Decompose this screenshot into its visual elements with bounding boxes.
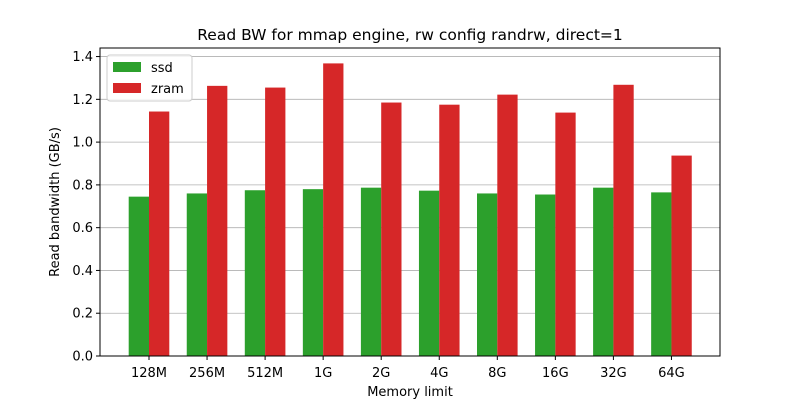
y-tick-label: 0.2 xyxy=(72,307,93,322)
bar-ssd-512M xyxy=(244,190,266,356)
legend-label-ssd: ssd xyxy=(151,61,173,76)
bar-zram-512M xyxy=(265,87,286,356)
legend-swatch-zram xyxy=(113,83,141,93)
y-tick-label: 0.6 xyxy=(72,221,93,236)
y-tick-label: 0.4 xyxy=(72,264,93,279)
x-tick-label: 128M xyxy=(131,366,167,381)
x-axis-label: Memory limit xyxy=(367,385,453,400)
bar-zram-16G xyxy=(555,112,576,356)
bar-zram-256M xyxy=(207,85,228,356)
x-tick-label: 16G xyxy=(542,366,569,381)
y-tick-label: 1.2 xyxy=(72,93,93,108)
bar-ssd-2G xyxy=(360,187,382,356)
x-axis: 128M 256M 512M 1G 2G 4G 8G 16G 32G 64G xyxy=(131,356,685,381)
bar-ssd-16G xyxy=(535,194,556,356)
x-tick-label: 8G xyxy=(488,366,506,381)
chart-title: Read BW for mmap engine, rw config randr… xyxy=(197,26,623,44)
legend-swatch-ssd xyxy=(113,62,141,72)
bar-zram-64G xyxy=(671,155,692,356)
y-tick-label: 1.0 xyxy=(72,136,93,151)
bar-zram-128M xyxy=(149,111,170,357)
x-tick-label: 256M xyxy=(189,366,225,381)
bar-zram-4G xyxy=(439,104,460,356)
bar-zram-8G xyxy=(497,94,518,356)
legend-label-zram: zram xyxy=(151,82,184,97)
bar-zram-1G xyxy=(323,63,344,357)
x-tick-label: 4G xyxy=(430,366,448,381)
bar-ssd-4G xyxy=(418,190,440,356)
y-axis: 0.0 0.2 0.4 0.6 0.8 1.0 1.2 1.4 xyxy=(72,50,100,365)
y-axis-label: Read bandwidth (GB/s) xyxy=(48,127,63,277)
bar-zram-32G xyxy=(613,84,634,357)
bar-ssd-32G xyxy=(593,187,614,356)
bar-ssd-1G xyxy=(302,189,324,356)
x-tick-label: 2G xyxy=(372,366,390,381)
x-tick-label: 512M xyxy=(247,366,283,381)
bar-ssd-8G xyxy=(477,193,498,356)
x-tick-label: 32G xyxy=(600,366,627,381)
x-tick-label: 64G xyxy=(658,366,685,381)
y-tick-label: 1.4 xyxy=(72,50,93,65)
bar-ssd-64G xyxy=(651,192,672,356)
y-tick-label: 0.0 xyxy=(72,350,93,365)
plot-area-frame xyxy=(99,47,721,357)
bar-ssd-128M xyxy=(128,196,149,356)
y-tick-label: 0.8 xyxy=(72,178,93,193)
x-tick-label: 1G xyxy=(314,366,332,381)
legend: ssd zram xyxy=(106,54,193,102)
bar-zram-2G xyxy=(381,102,402,357)
bar-ssd-256M xyxy=(186,193,208,356)
bars xyxy=(128,63,692,357)
